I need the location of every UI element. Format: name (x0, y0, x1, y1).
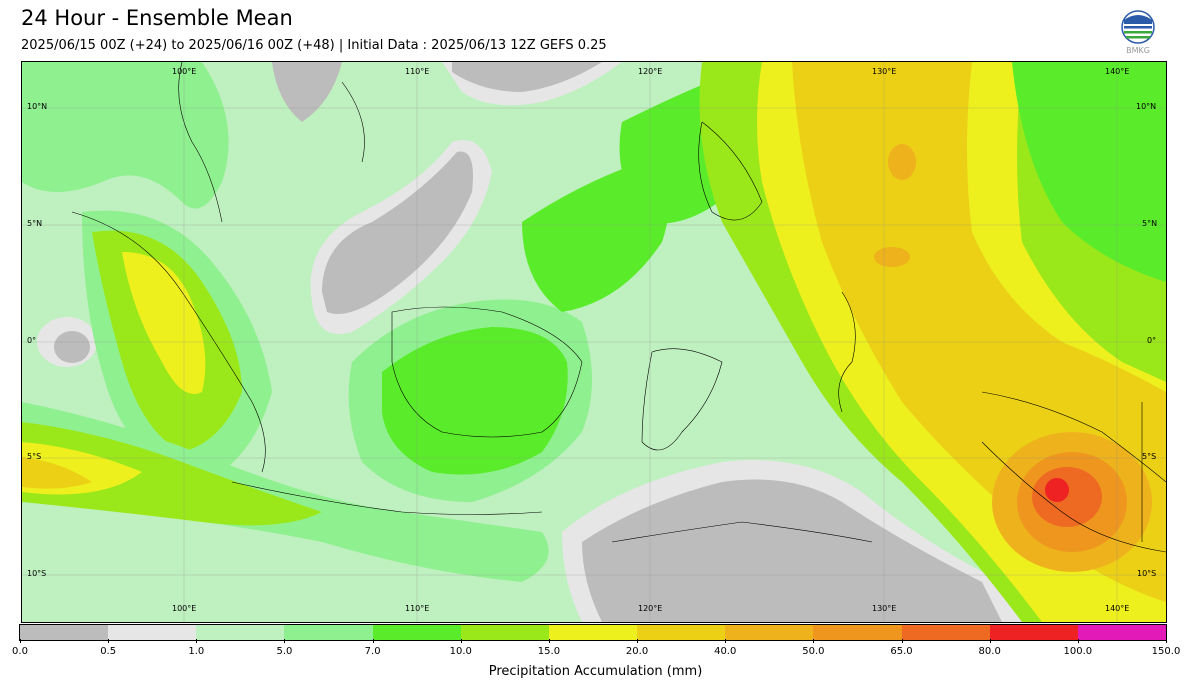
lat-label-left: 10°N (27, 102, 48, 111)
colorbar-tick-label: 65.0 (890, 646, 913, 657)
colorbar-segment (1077, 625, 1167, 640)
colorbar-tick-label: 0.5 (100, 646, 117, 657)
chart-subtitle: 2025/06/15 00Z (+24) to 2025/06/16 00Z (… (21, 38, 607, 53)
colorbar-tickmark (196, 639, 198, 643)
colorbar-tick-label: 7.0 (364, 646, 381, 657)
colorbar-segment (460, 625, 549, 640)
colorbar-segment (813, 625, 902, 640)
colorbar-segment (196, 625, 285, 640)
colorbar-tickmark (284, 639, 286, 643)
lat-label-left: 5°S (27, 452, 42, 461)
colorbar-tick-label: 150.0 (1151, 646, 1181, 657)
colorbar-tick-label: 80.0 (978, 646, 1001, 657)
colorbar-tickmark (725, 639, 727, 643)
precipitation-field (22, 62, 1166, 622)
colorbar-tickmark (1077, 639, 1079, 643)
lon-label-top: 130°E (872, 67, 897, 76)
colorbar-tickmark (813, 639, 815, 643)
colorbar-segment (108, 625, 197, 640)
colorbar-segment (372, 625, 461, 640)
lon-label-bottom: 120°E (638, 604, 663, 613)
lat-label-right: 10°N (1136, 102, 1157, 111)
bmkg-logo-icon: BMKG (1121, 10, 1155, 55)
colorbar-tick-label: 0.0 (12, 646, 28, 657)
colorbar-tickmark (372, 639, 374, 643)
colorbar-tickmark (460, 639, 462, 643)
lon-label-bottom: 140°E (1105, 604, 1130, 613)
lon-label-top: 110°E (405, 67, 430, 76)
svg-text:BMKG: BMKG (1126, 46, 1150, 55)
lon-label-top: 100°E (172, 67, 197, 76)
colorbar-segment (637, 625, 726, 640)
colorbar-tickmark (1166, 639, 1167, 643)
lat-label-right: 5°S (1142, 452, 1157, 461)
lon-label-top: 140°E (1105, 67, 1130, 76)
colorbar-tick-label: 20.0 (625, 646, 649, 657)
colorbar-tick-label: 50.0 (802, 646, 825, 657)
colorbar (19, 624, 1167, 641)
chart-title: 24 Hour - Ensemble Mean (21, 6, 293, 30)
colorbar-tickmark (548, 639, 550, 643)
colorbar-segment (20, 625, 109, 640)
lat-label-right: 0° (1147, 336, 1157, 345)
precipitation-map (21, 61, 1167, 623)
colorbar-segment (989, 625, 1078, 640)
lat-label-left: 10°S (27, 569, 47, 578)
lat-label-left: 0° (27, 336, 37, 345)
colorbar-tickmark (901, 639, 903, 643)
lat-label-left: 5°N (27, 219, 43, 228)
colorbar-tick-label: 1.0 (188, 646, 205, 657)
colorbar-segment (725, 625, 814, 640)
lon-label-bottom: 100°E (172, 604, 197, 613)
colorbar-tickmark (637, 639, 639, 643)
colorbar-segment (548, 625, 638, 640)
colorbar-tickmark (108, 639, 110, 643)
colorbar-label: Precipitation Accumulation (mm) (488, 664, 703, 679)
colorbar-tickmark (989, 639, 991, 643)
colorbar-tick-label: 10.0 (449, 646, 472, 657)
colorbar-tick-label: 15.0 (537, 646, 561, 657)
lon-label-bottom: 130°E (872, 604, 897, 613)
colorbar-tickmark (20, 639, 21, 643)
lon-label-top: 120°E (638, 67, 663, 76)
lat-label-right: 5°N (1142, 219, 1158, 228)
colorbar-tick-label: 5.0 (276, 646, 293, 657)
colorbar-tick-label: 40.0 (714, 646, 737, 657)
colorbar-segment (284, 625, 373, 640)
lon-label-bottom: 110°E (405, 604, 430, 613)
colorbar-segment (901, 625, 990, 640)
lat-label-right: 10°S (1137, 569, 1157, 578)
colorbar-tick-label: 100.0 (1063, 646, 1093, 657)
